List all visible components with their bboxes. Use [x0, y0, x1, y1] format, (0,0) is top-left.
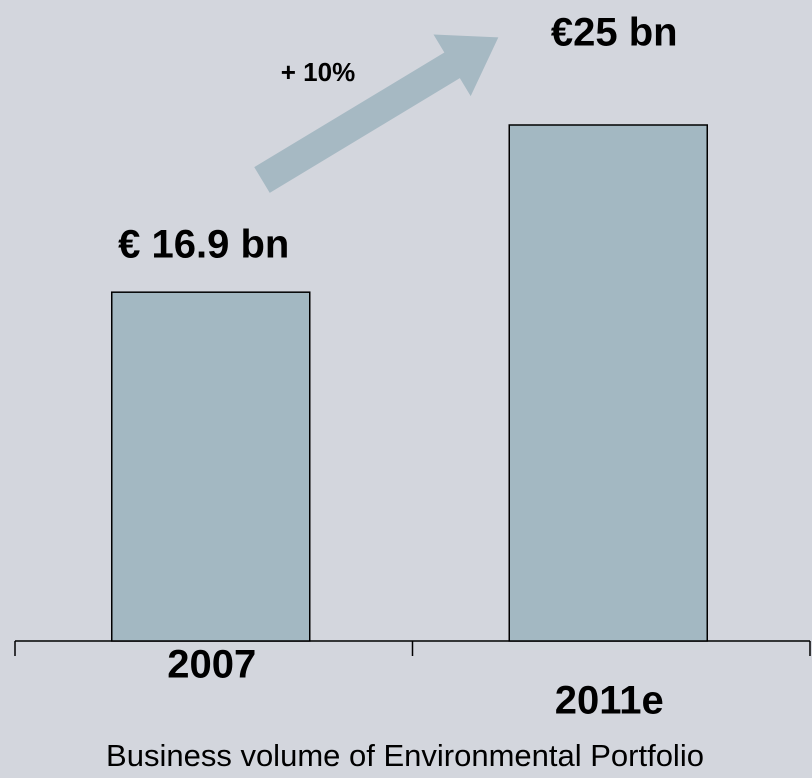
annotation: + 10%: [281, 57, 355, 87]
bar: [508, 124, 708, 642]
x-axis-label: Business volume of Environmental Portfol…: [106, 738, 704, 773]
value-label: €25 bn: [551, 11, 678, 55]
bar: [111, 291, 311, 642]
x-tick-label: 2007: [167, 643, 256, 687]
growth-arrow: [254, 34, 499, 193]
x-tick-label: 2011e: [555, 679, 664, 723]
value-label: € 16.9 bn: [118, 223, 289, 267]
